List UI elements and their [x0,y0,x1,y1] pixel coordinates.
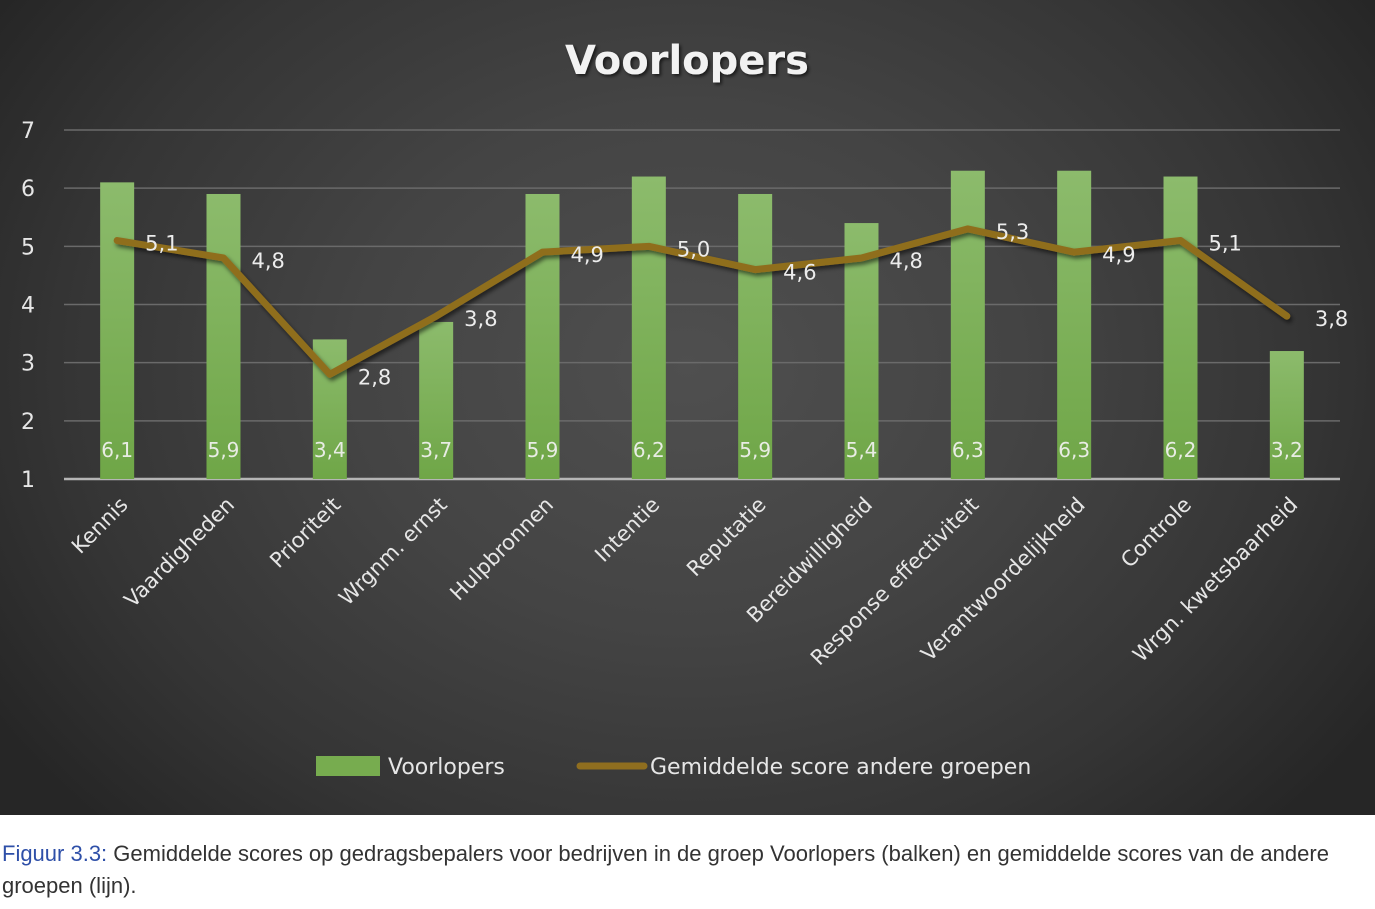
y-tick-label: 5 [21,235,35,260]
bar-data-label: 6,1 [101,438,133,462]
x-category-label: Hulpbronnen [445,493,558,606]
line-data-label: 3,8 [1315,307,1348,331]
x-category-label: Kennis [67,493,133,559]
y-tick-label: 7 [21,119,35,144]
line-data-label: 2,8 [358,365,391,389]
x-category-label: Vaardigheden [120,493,240,613]
bar-voorlopers [100,182,135,479]
y-tick-label: 4 [21,294,35,319]
bar-voorlopers [631,176,666,480]
line-data-label: 4,9 [1102,243,1135,267]
line-data-label: 5,1 [145,232,178,256]
bar-voorlopers [206,193,241,479]
x-category-label: Prioriteit [265,493,345,573]
caption-label: Figuur 3.3: [2,841,108,866]
bar-voorlopers [844,223,879,479]
line-data-label: 5,1 [1209,232,1242,256]
line-data-label: 4,9 [571,243,604,267]
bar-data-label: 5,9 [739,438,771,462]
bar-voorlopers [738,193,773,479]
bar-voorlopers [1269,351,1304,479]
combo-chart: Voorlopers 1 2 3 4 5 6 7 6,1 5,9 3,4 3,7 5,9 6,2 5,9 5,… [21,38,1348,780]
line-data-label: 5,0 [677,237,710,261]
bar-voorlopers [950,170,985,479]
y-tick-label: 1 [21,468,35,493]
y-tick-label: 6 [21,177,35,202]
line-data-label: 3,8 [464,307,497,331]
bar-data-label: 6,2 [633,438,665,462]
x-category-label: Wrgnm. ernst [334,493,452,611]
x-category-label: Reputatie [682,493,771,582]
y-tick-label: 3 [21,352,35,377]
caption-text: Gemiddelde scores op gedragsbepalers voo… [2,841,1329,898]
bar-data-label: 6,3 [952,438,984,462]
bar-voorlopers [1057,170,1092,479]
legend-swatch-bars [316,756,380,776]
bar-data-label: 3,2 [1271,438,1303,462]
figure-caption: Figuur 3.3: Gemiddelde scores op gedrags… [2,838,1372,902]
bar-voorlopers [1163,176,1198,480]
legend-label-line: Gemiddelde score andere groepen [650,755,1031,780]
bar-data-label: 3,7 [420,438,452,462]
bar-data-label: 5,9 [208,438,240,462]
x-category-label: Intentie [590,493,664,567]
bar-data-label: 5,9 [527,438,559,462]
bar-voorlopers [419,321,454,479]
legend-label-bars: Voorlopers [388,755,505,780]
bar-data-label: 5,4 [846,438,878,462]
bar-data-label: 6,2 [1165,438,1197,462]
y-tick-label: 2 [21,410,35,435]
bar-data-label: 3,4 [314,438,346,462]
chart-title: Voorlopers [565,38,809,84]
line-data-label: 4,8 [252,249,285,273]
line-data-label: 4,6 [783,261,816,285]
line-data-label: 4,8 [890,249,923,273]
bar-voorlopers [525,193,560,479]
line-data-label: 5,3 [996,220,1029,244]
bar-data-label: 6,3 [1058,438,1090,462]
line-other-groups [113,225,1291,378]
x-category-label: Controle [1116,493,1196,573]
